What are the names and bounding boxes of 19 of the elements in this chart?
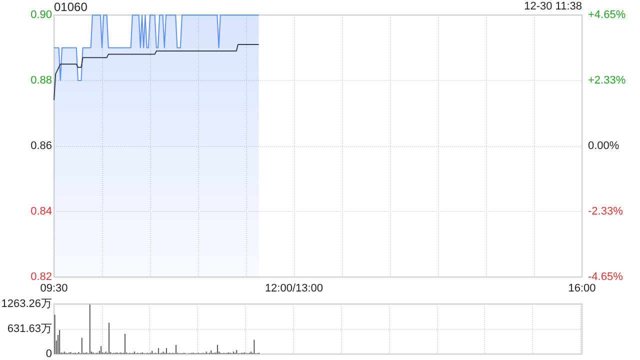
y2-tick-label: 0.00% — [588, 140, 620, 152]
y-tick-label: 631.63万 — [7, 323, 52, 335]
y2-tick-label: +2.33% — [588, 74, 626, 86]
y-tick-label: 0.88 — [30, 74, 52, 86]
y2-tick-label: -2.33% — [588, 206, 624, 218]
x-tick-label: 09:30 — [40, 282, 68, 294]
y-tick-label: 0.86 — [30, 140, 52, 152]
y-tick-label: 0.82 — [30, 271, 52, 283]
chart-title: 01060 — [54, 0, 88, 14]
y2-tick-label: -4.65% — [588, 271, 624, 283]
x-tick-label: 16:00 — [568, 282, 596, 294]
x-tick-label: 12:00/13:00 — [264, 282, 324, 294]
text: 12-30 11:38 — [524, 0, 582, 12]
y-tick-label: 0.90 — [30, 9, 52, 21]
y-tick-label: 1263.26万 — [1, 298, 52, 310]
y-tick-label: 0 — [46, 348, 52, 360]
line-series — [54, 44, 260, 101]
y-tick-label: 0.84 — [30, 206, 52, 218]
y2-tick-label: +4.65% — [588, 9, 626, 21]
